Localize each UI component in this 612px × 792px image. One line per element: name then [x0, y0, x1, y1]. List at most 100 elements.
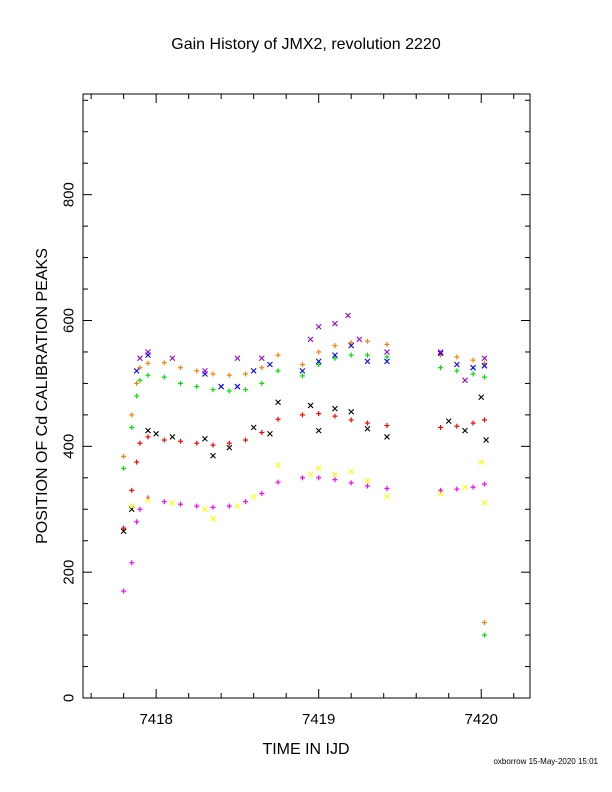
data-point: [437, 350, 444, 357]
data-point: [453, 361, 460, 368]
data-point: [194, 384, 200, 390]
data-point: [348, 417, 354, 423]
data-point: [364, 358, 371, 365]
data-point: [210, 371, 216, 377]
data-point: [481, 417, 487, 423]
data-point: [454, 354, 460, 360]
data-point: [364, 420, 370, 426]
data-point: [307, 402, 314, 409]
y-tick-label: 400: [61, 434, 78, 459]
data-point: [145, 372, 151, 378]
data-point: [332, 355, 338, 361]
data-point: [210, 387, 216, 393]
data-point: [384, 493, 390, 500]
data-point: [316, 411, 322, 417]
data-point: [462, 377, 468, 384]
data-point: [129, 560, 135, 566]
data-point: [332, 352, 338, 358]
data-point: [226, 444, 233, 451]
data-point: [315, 358, 322, 365]
data-point: [384, 354, 390, 360]
data-point: [267, 430, 273, 437]
data-point: [210, 442, 216, 448]
data-point: [226, 372, 232, 378]
y-tick-label: 200: [61, 560, 78, 585]
data-point: [243, 371, 249, 377]
data-point: [137, 506, 143, 512]
data-point: [145, 360, 151, 366]
data-point: [121, 588, 127, 594]
data-point: [202, 506, 208, 513]
data-point: [348, 468, 355, 475]
data-point: [134, 459, 140, 465]
data-point: [481, 362, 488, 369]
data-point: [137, 440, 143, 446]
data-point: [226, 388, 232, 394]
data-point: [243, 499, 249, 505]
data-point: [481, 620, 487, 625]
data-point: [259, 365, 265, 371]
data-point: [462, 484, 468, 491]
data-point: [194, 440, 200, 446]
data-point: [145, 349, 151, 355]
chart-title: Gain History of JMX2, revolution 2220: [171, 36, 441, 53]
data-point: [134, 380, 140, 386]
data-point: [161, 374, 167, 380]
data-point: [348, 352, 354, 358]
plot-frame: [82, 93, 531, 699]
data-point: [178, 380, 184, 386]
data-point: [137, 377, 143, 383]
data-point: [169, 500, 176, 506]
data-point: [332, 413, 338, 419]
data-point: [481, 500, 488, 506]
data-point: [226, 440, 232, 446]
data-point: [299, 412, 305, 418]
data-point: [234, 355, 241, 362]
data-point: [299, 373, 305, 379]
data-point: [348, 342, 355, 349]
data-point: [332, 343, 338, 349]
y-tick-label: 800: [61, 182, 78, 207]
data-point: [259, 429, 265, 435]
data-point: [169, 355, 176, 362]
data-point: [250, 493, 257, 500]
data-point: [364, 478, 371, 484]
data-point: [275, 368, 281, 374]
data-point: [470, 420, 476, 426]
data-point: [202, 367, 208, 374]
data-point: [153, 430, 160, 437]
data-point: [384, 485, 390, 491]
data-point: [332, 405, 338, 412]
data-point: [470, 484, 476, 490]
data-point: [299, 362, 305, 368]
data-point: [437, 349, 444, 355]
data-point: [121, 453, 127, 459]
data-point: [134, 519, 140, 525]
data-point: [210, 515, 216, 522]
data-point: [129, 487, 135, 493]
data-point: [129, 412, 135, 418]
data-point: [258, 355, 265, 362]
data-point: [134, 393, 140, 399]
data-point: [234, 503, 241, 509]
data-point: [454, 486, 460, 492]
data-point: [259, 380, 265, 386]
data-point: [364, 425, 371, 432]
data-point: [332, 471, 338, 478]
data-point: [481, 355, 488, 362]
data-point: [161, 437, 167, 443]
data-point: [315, 465, 322, 472]
data-point: [169, 434, 176, 440]
data-point: [161, 499, 167, 505]
data-point: [348, 340, 354, 346]
data-point: [364, 352, 370, 358]
data-point: [470, 371, 476, 377]
y-axis-label: POSITION OF Cd CALIBRATION PEAKS: [34, 248, 51, 544]
data-point: [299, 475, 305, 481]
data-point: [384, 349, 390, 355]
data-point: [316, 349, 322, 355]
data-point: [259, 491, 265, 497]
data-point: [275, 352, 281, 358]
data-point: [243, 437, 249, 443]
